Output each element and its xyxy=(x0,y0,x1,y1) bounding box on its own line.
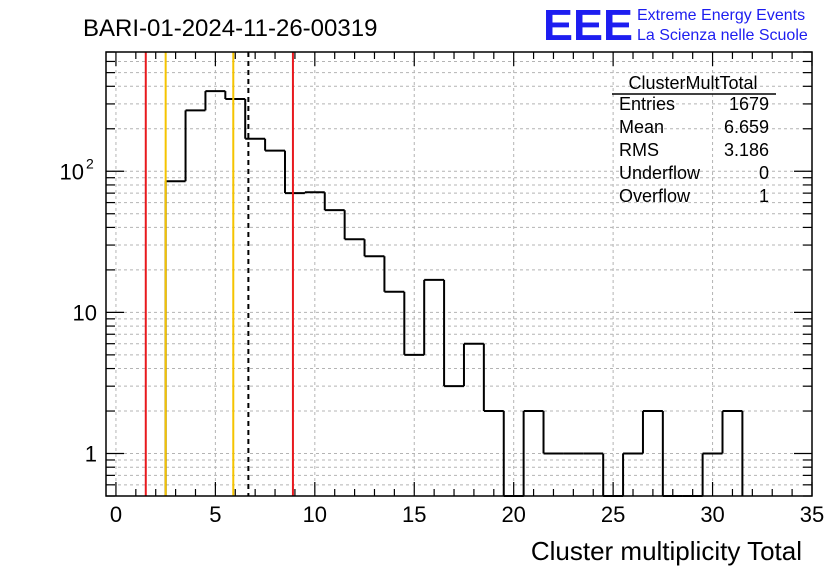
stats-row-label: RMS xyxy=(619,140,659,160)
y-tick-label: 10 xyxy=(73,300,97,325)
eee-logo: EEE Extreme Energy Events La Scienza nel… xyxy=(543,1,808,50)
stats-row-label: Underflow xyxy=(619,163,701,183)
plot-frame-layer xyxy=(105,51,813,497)
stats-box-title: ClusterMultTotal xyxy=(628,73,757,93)
x-tick-label: 10 xyxy=(303,502,327,527)
y-tick-exponent: 2 xyxy=(86,155,94,171)
stats-row-label: Entries xyxy=(619,94,675,114)
eee-logo-line2: La Scienza nelle Scuole xyxy=(637,27,808,44)
stats-row-value: 6.659 xyxy=(724,117,769,137)
chart-title: BARI-01-2024-11-26-00319 xyxy=(83,15,377,42)
stats-row-value: 0 xyxy=(759,163,769,183)
plot-frame xyxy=(105,51,813,497)
x-axis-label: Cluster multiplicity Total xyxy=(531,536,802,566)
x-tick-label: 35 xyxy=(800,502,824,527)
stats-row-label: Mean xyxy=(619,117,664,137)
stats-row-value: 1679 xyxy=(729,94,769,114)
x-tick-label: 5 xyxy=(209,502,221,527)
grid-lines xyxy=(106,51,813,497)
x-tick-label: 30 xyxy=(700,502,724,527)
y-tick-label: 10 xyxy=(60,159,84,184)
eee-logo-mark: EEE xyxy=(543,1,633,50)
stats-row-value: 3.186 xyxy=(724,140,769,160)
marker-lines-layer xyxy=(144,52,294,496)
eee-logo-line1: Extreme Energy Events xyxy=(637,7,805,24)
stats-rows: Entries 1679 Mean 6.659 RMS 3.186 Underflow 0 Ov… xyxy=(619,94,769,206)
stats-row-label: Overflow xyxy=(619,186,691,206)
y-tick-label: 1 xyxy=(85,442,97,467)
x-tick-label: 25 xyxy=(601,502,625,527)
x-tick-label: 0 xyxy=(110,502,122,527)
stats-box: ClusterMultTotal Entries 1679 Mean 6.659 RMS… xyxy=(612,73,776,206)
x-tick-label: 20 xyxy=(501,502,525,527)
x-tick-label: 15 xyxy=(402,502,426,527)
stats-row-value: 1 xyxy=(759,186,769,206)
